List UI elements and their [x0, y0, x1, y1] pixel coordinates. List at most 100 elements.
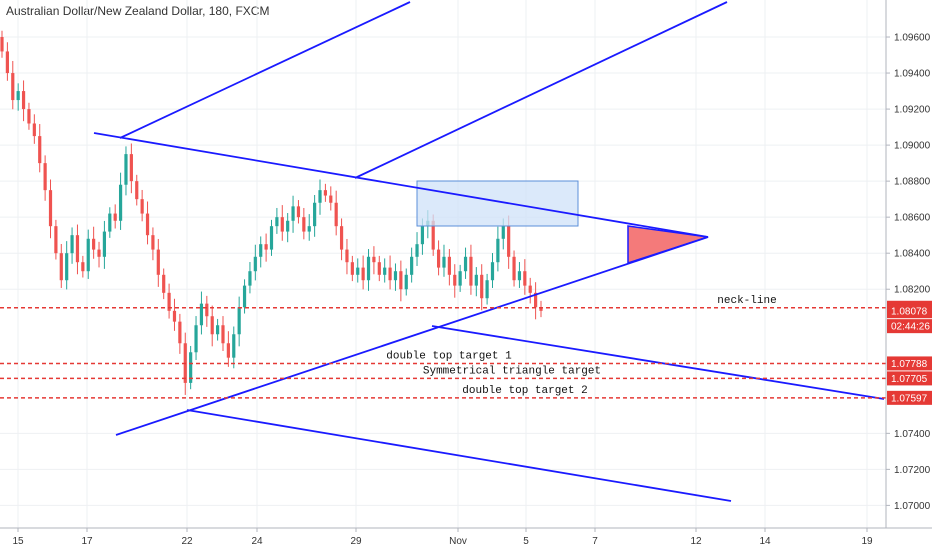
- candle-body: [474, 274, 478, 286]
- x-tick-label: 24: [251, 536, 263, 547]
- candle-body: [296, 206, 301, 218]
- candle-body: [16, 91, 20, 101]
- candle-body: [420, 226, 425, 245]
- chart-title: Australian Dollar/New Zealand Dollar, 18…: [6, 4, 270, 18]
- levels: neck-line double top target 1 Symmetrical …: [0, 295, 886, 399]
- y-tick-label: 1.09000: [894, 141, 931, 152]
- candle-body: [410, 256, 414, 275]
- x-tick-label: 12: [690, 536, 702, 547]
- candle-body: [350, 262, 354, 275]
- candle-body: [318, 190, 322, 203]
- candle-body: [280, 217, 284, 232]
- candle-body: [291, 206, 295, 221]
- candle-body: [442, 256, 446, 268]
- candle-body: [129, 154, 133, 182]
- candle-body: [377, 262, 381, 275]
- candle-body: [404, 274, 408, 290]
- candle-body: [356, 267, 360, 275]
- candle-body: [496, 238, 500, 263]
- candle-body: [490, 262, 495, 281]
- candle-body: [507, 226, 511, 257]
- price-tag-label: 1.07788: [891, 359, 928, 370]
- candle-body: [189, 352, 193, 383]
- candle-body: [248, 271, 252, 286]
- candle-body: [453, 274, 457, 286]
- candle-body: [253, 256, 257, 272]
- candle-body: [393, 271, 398, 281]
- candle-body: [345, 249, 349, 263]
- x-tick-label: 19: [861, 536, 873, 547]
- y-tick-label: 1.07000: [894, 501, 931, 512]
- candle-body: [383, 267, 387, 275]
- candle-body: [226, 343, 230, 358]
- upper-triangle-trendline: [93, 132, 709, 238]
- candle-body: [27, 109, 31, 124]
- lower-right-channel-line: [431, 325, 885, 400]
- candle-body: [145, 213, 150, 236]
- candle-body: [237, 307, 241, 335]
- candle-body: [334, 202, 338, 227]
- x-tick-label: 29: [350, 536, 362, 547]
- upper-left-channel-line: [119, 1, 411, 139]
- candle-body: [162, 274, 166, 293]
- candle-body: [151, 235, 155, 250]
- candle-body: [199, 303, 204, 326]
- candle-body: [178, 321, 182, 344]
- candle-body: [480, 274, 484, 299]
- x-tick-label: 15: [12, 536, 24, 547]
- candle-body: [463, 256, 468, 272]
- candle-body: [329, 195, 333, 203]
- candle-body: [469, 256, 473, 286]
- candle-body: [269, 226, 274, 250]
- candle-body: [528, 285, 532, 293]
- candle-body: [156, 249, 160, 275]
- candle-body: [81, 262, 85, 272]
- candle-body: [307, 226, 311, 232]
- candle-body: [135, 181, 139, 200]
- price-tag-label: 1.07597: [891, 393, 928, 404]
- candle-body: [102, 231, 107, 257]
- candle-body: [59, 253, 63, 281]
- candle-body: [216, 325, 220, 335]
- y-tick-label: 1.08800: [894, 177, 931, 188]
- candle-body: [436, 249, 441, 268]
- candle-body: [70, 235, 74, 254]
- y-tick-label: 1.08200: [894, 285, 931, 296]
- candle-body: [399, 271, 403, 290]
- level-label: neck-line: [717, 295, 776, 307]
- candle-body: [38, 136, 42, 164]
- candle-body: [97, 249, 101, 257]
- lower-triangle-trendline: [115, 236, 709, 436]
- candle-body: [458, 271, 462, 286]
- x-tick-label: 7: [592, 536, 598, 547]
- price-tag-label: 1.08078: [891, 307, 928, 318]
- x-tick-label: 17: [81, 536, 93, 547]
- candle-body: [242, 285, 247, 308]
- upper-right-channel-line: [354, 1, 728, 179]
- candle-body: [0, 37, 4, 52]
- price-tag-label: 02:44:26: [891, 322, 930, 333]
- candle-body: [172, 310, 177, 322]
- candle-body: [539, 307, 543, 311]
- candle-body: [485, 280, 489, 299]
- lower-left-channel-line: [186, 409, 732, 502]
- candle-body: [221, 325, 225, 344]
- x-tick-label: Nov: [449, 536, 467, 547]
- candle-body: [205, 303, 209, 317]
- candle-body: [75, 235, 80, 263]
- y-tick-label: 1.07400: [894, 429, 931, 440]
- candle-body: [5, 51, 9, 74]
- candle-body: [43, 163, 47, 191]
- candle-body: [108, 213, 112, 232]
- price-tag-label: 1.07705: [891, 374, 928, 385]
- y-tick-label: 1.08400: [894, 249, 931, 260]
- candle-body: [48, 190, 53, 227]
- candle-body: [501, 226, 505, 239]
- candle-body: [523, 271, 527, 286]
- price-tag-bg: [887, 356, 932, 371]
- candle-body: [415, 244, 419, 257]
- candle-body: [388, 267, 392, 281]
- candle-body: [113, 213, 117, 221]
- resistance-zone-box: [416, 180, 579, 227]
